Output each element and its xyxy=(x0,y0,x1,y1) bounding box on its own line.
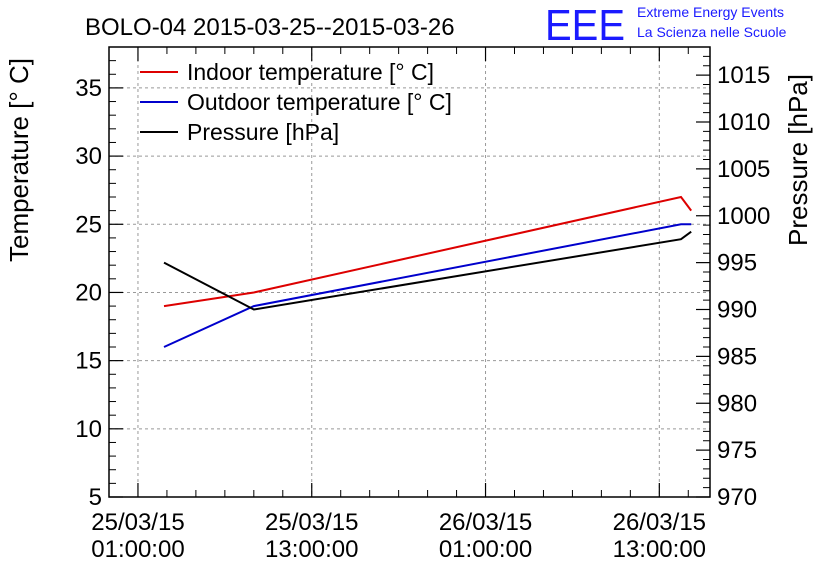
logo-line-1: Extreme Energy Events xyxy=(637,4,784,20)
x-tick-label-date: 26/03/15 xyxy=(439,509,532,536)
logo-eee: EEE xyxy=(545,1,625,50)
y-tick-label: 30 xyxy=(75,143,102,170)
x-tick-label-date: 26/03/15 xyxy=(613,509,706,536)
y-tick-label: 10 xyxy=(75,416,102,443)
y2-tick-label: 1005 xyxy=(717,156,770,183)
y-tick-label: 15 xyxy=(75,348,102,375)
chart-title: BOLO-04 2015-03-25--2015-03-26 xyxy=(85,14,455,41)
y2-tick-label: 995 xyxy=(717,250,757,277)
legend: Indoor temperature [° C] Outdoor temperat… xyxy=(140,59,452,145)
y2-tick-label: 970 xyxy=(717,484,757,511)
x-tick-label-time: 01:00:00 xyxy=(439,536,532,563)
y2-tick-label: 1000 xyxy=(717,203,770,230)
plot-frame xyxy=(108,46,711,498)
series-lines xyxy=(163,195,693,348)
y-tick-label: 35 xyxy=(75,75,102,102)
y2-tick-label: 1010 xyxy=(717,109,770,136)
x-tick-label-time: 01:00:00 xyxy=(91,536,184,563)
y2-tick-label: 985 xyxy=(717,343,757,370)
x-tick-label-date: 25/03/15 xyxy=(265,509,358,536)
legend-label-1: Indoor temperature [° C] xyxy=(187,59,434,85)
grid xyxy=(109,47,710,497)
y2-axis-label: Pressure [hPa] xyxy=(783,74,813,246)
legend-label-2: Outdoor temperature [° C] xyxy=(187,89,452,115)
x-tick-label-date: 25/03/15 xyxy=(91,509,184,536)
x-tick-label-time: 13:00:00 xyxy=(265,536,358,563)
logo-line-2: La Scienza nelle Scuole xyxy=(637,24,787,40)
y-tick-label: 25 xyxy=(75,211,102,238)
y2-tick-label: 1015 xyxy=(717,62,770,89)
series-line-3 xyxy=(163,230,692,311)
y-tick-label: 5 xyxy=(89,484,102,511)
y2-tick-label: 980 xyxy=(717,390,757,417)
series-line-2 xyxy=(163,223,692,348)
series-line-1 xyxy=(163,195,693,308)
x-tick-label-time: 13:00:00 xyxy=(613,536,706,563)
y-axis-label: Temperature [° C] xyxy=(4,58,34,262)
axes: 25/03/1501:00:0025/03/1513:00:0026/03/15… xyxy=(75,46,770,563)
y2-tick-label: 975 xyxy=(717,437,757,464)
y-tick-label: 20 xyxy=(75,279,102,306)
y2-tick-label: 990 xyxy=(717,297,757,324)
legend-label-3: Pressure [hPa] xyxy=(187,119,339,145)
